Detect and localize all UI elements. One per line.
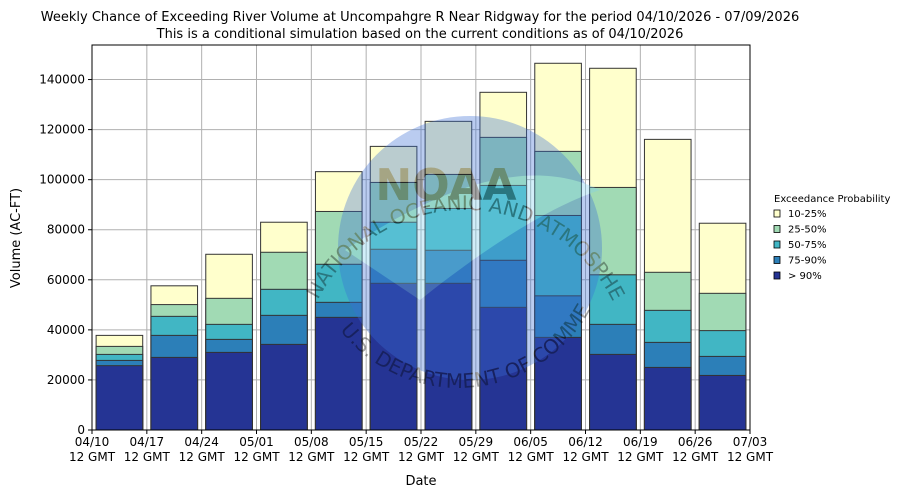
x-tick-label-date: 05/08 [294, 435, 329, 449]
x-tick-label-date: 06/05 [513, 435, 548, 449]
legend-label: > 90% [788, 271, 822, 282]
x-tick-label-date: 05/15 [349, 435, 384, 449]
x-tick-label-time: 12 GMT [727, 450, 774, 464]
x-tick-label-date: 05/29 [459, 435, 494, 449]
x-tick-label-time: 12 GMT [343, 450, 390, 464]
legend-label: 25-50% [788, 225, 827, 236]
noaa-logo-text: NOAA [375, 160, 516, 211]
legend: Exceedance Probability 10-25% 25-50% 50-75… [773, 194, 890, 282]
x-tick-label-time: 12 GMT [562, 450, 609, 464]
legend-title: Exceedance Probability [774, 194, 890, 205]
bar-segment--90- [369, 282, 418, 431]
x-tick-label-date: 04/24 [184, 435, 219, 449]
x-tick-label-date: 04/17 [130, 435, 165, 449]
legend-swatch [773, 209, 781, 218]
grid [91, 45, 751, 431]
x-tick-label-date: 06/12 [568, 435, 603, 449]
noaa-logo-circle [338, 116, 602, 380]
x-tick-label-date: 05/22 [404, 435, 439, 449]
y-tick-label: 60000 [47, 273, 85, 287]
x-tick-label-time: 12 GMT [124, 450, 171, 464]
x-tick-label-date: 07/03 [733, 435, 768, 449]
legend-swatch [773, 240, 781, 249]
bar-segment--90- [534, 336, 582, 431]
bar-segment--90- [260, 343, 308, 431]
x-tick-label-date: 04/10 [75, 435, 110, 449]
x-tick-label-time: 12 GMT [508, 450, 555, 464]
y-tick-label: 80000 [47, 223, 85, 237]
x-tick-label-time: 12 GMT [233, 450, 280, 464]
legend-swatch [773, 225, 781, 233]
y-tick-label: 0 [77, 423, 85, 437]
chart-subtitle: This is a conditional simulation based o… [156, 27, 684, 42]
legend-label: 50-75% [788, 240, 827, 251]
bar-segment--90- [479, 306, 528, 431]
bar-segment--90- [589, 353, 637, 431]
x-tick-label-time: 12 GMT [672, 450, 719, 464]
y-tick-label: 40000 [47, 323, 85, 337]
axes: 0 20000 40000 60000 80000 100000 120000 140000 0… [39, 73, 774, 464]
y-tick-label: 140000 [39, 73, 85, 87]
bar-segment--90- [424, 282, 473, 431]
legend-label: 75-90% [788, 256, 827, 267]
bar-segment--90- [643, 366, 692, 431]
chart-title: Weekly Chance of Exceeding River Volume … [41, 10, 799, 25]
noaa-watermark: NOAA NATIONAL OCEANIC AND ATMOSPHERIC AD… [0, 0, 630, 393]
x-tick-label-time: 12 GMT [288, 450, 335, 464]
x-axis-label: Date [405, 474, 436, 489]
y-axis-label: Volume (AC-FT) [9, 188, 24, 288]
x-tick-label-time: 12 GMT [179, 450, 226, 464]
bar-segment--90- [95, 365, 144, 431]
x-tick-label-date: 06/26 [678, 435, 713, 449]
y-tick-label: 120000 [39, 123, 85, 137]
x-tick-label-time: 12 GMT [453, 450, 500, 464]
bar-segment--90- [150, 356, 199, 431]
x-tick-label-time: 12 GMT [617, 450, 664, 464]
x-tick-label-date: 06/19 [623, 435, 658, 449]
noaa-logo-wave [345, 175, 600, 300]
y-tick-label: 100000 [39, 173, 85, 187]
x-tick-label-time: 12 GMT [398, 450, 445, 464]
bar-segment--90- [698, 374, 747, 431]
bar-segment--90- [205, 351, 253, 431]
legend-swatch [773, 271, 781, 280]
legend-swatch [773, 256, 781, 264]
y-tick-label: 20000 [47, 373, 85, 387]
legend-label: 10-25% [788, 209, 827, 220]
x-tick-label-date: 05/01 [239, 435, 274, 449]
x-tick-label-time: 12 GMT [69, 450, 116, 464]
